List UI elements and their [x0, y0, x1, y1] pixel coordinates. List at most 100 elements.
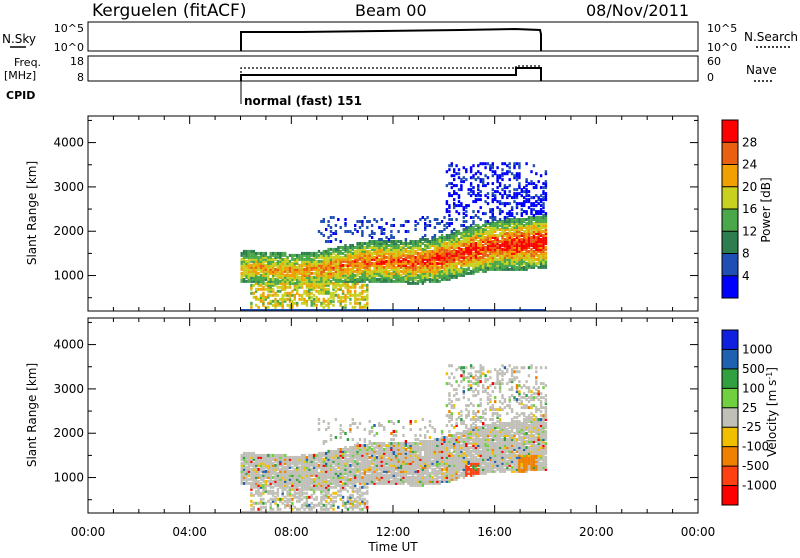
data-cell [400, 270, 402, 273]
data-cell [482, 178, 484, 181]
data-cell [255, 288, 257, 291]
data-cell [443, 216, 445, 219]
data-cell [260, 482, 262, 485]
data-cell [489, 216, 491, 219]
data-cell [521, 218, 523, 221]
data-cell [397, 244, 399, 247]
data-cell [279, 252, 281, 255]
data-cell [359, 276, 361, 279]
data-cell [540, 238, 542, 241]
data-cell [378, 226, 380, 229]
data-cell [521, 232, 523, 235]
data-cell [487, 176, 489, 179]
data-cell [250, 302, 252, 305]
data-cell [313, 272, 315, 275]
data-cell [407, 266, 409, 269]
data-cell [332, 492, 334, 495]
data-cell [429, 224, 431, 227]
data-cell [356, 474, 358, 477]
data-cell [511, 232, 513, 235]
data-cell [400, 442, 402, 445]
data-cell [453, 228, 455, 231]
data-cell [499, 200, 501, 203]
data-cell [347, 454, 349, 457]
nave-trace [241, 66, 541, 81]
data-cell [301, 504, 303, 507]
data-cell [530, 196, 532, 199]
data-cell [480, 194, 482, 197]
data-cell [359, 494, 361, 497]
data-cell [381, 226, 383, 229]
data-cell [335, 500, 337, 503]
data-cell [463, 224, 465, 227]
data-cell [325, 452, 327, 455]
data-cell [460, 184, 462, 187]
data-cell [516, 192, 518, 195]
data-cell [410, 420, 412, 423]
data-cell [540, 198, 542, 201]
data-cell [250, 508, 252, 511]
data-cell [376, 278, 378, 281]
data-cell [455, 230, 457, 233]
data-cell [446, 184, 448, 187]
data-cell [501, 210, 503, 213]
data-cell [470, 182, 472, 185]
data-cell [344, 476, 346, 479]
data-cell [528, 182, 530, 185]
data-cell [487, 202, 489, 205]
data-cell [538, 216, 540, 219]
data-cell [303, 454, 305, 457]
data-cell [429, 240, 431, 243]
data-cell [443, 228, 445, 231]
data-cell [446, 200, 448, 203]
data-cell [439, 222, 441, 225]
data-cell [468, 188, 470, 191]
data-cell [342, 296, 344, 299]
data-cell [535, 204, 537, 207]
data-cell [352, 438, 354, 441]
data-cell [267, 256, 269, 259]
nsky-tick-right-bottom: 10^0 [707, 41, 737, 54]
data-cell [458, 212, 460, 215]
data-cell [513, 188, 515, 191]
data-cell [364, 296, 366, 299]
data-cell [468, 272, 470, 275]
data-cell [313, 498, 315, 501]
data-cell [496, 166, 498, 169]
data-cell [385, 458, 387, 461]
data-cell [267, 302, 269, 305]
data-cell [509, 166, 511, 169]
data-cell [265, 282, 267, 285]
data-cell [282, 454, 284, 457]
data-cell [270, 490, 272, 493]
data-cell [330, 438, 332, 441]
data-cell [253, 296, 255, 299]
data-cell [265, 454, 267, 457]
data-cell [323, 508, 325, 511]
data-cell [277, 252, 279, 255]
data-cell [340, 428, 342, 431]
data-cell [332, 500, 334, 503]
data-cell [400, 246, 402, 249]
data-cell [320, 220, 322, 223]
data-cell [460, 224, 462, 227]
data-cell [347, 448, 349, 451]
data-cell [332, 248, 334, 251]
data-cell [352, 260, 354, 263]
data-cell [349, 244, 351, 247]
data-cell [424, 262, 426, 265]
data-cell [458, 230, 460, 233]
data-cell [419, 252, 421, 255]
data-cell [260, 288, 262, 291]
data-cell [284, 466, 286, 469]
data-cell [405, 254, 407, 257]
data-cell [545, 252, 547, 255]
data-cell [274, 268, 276, 271]
data-cell [496, 220, 498, 223]
data-cell [470, 224, 472, 227]
data-cell [325, 300, 327, 303]
data-cell [414, 256, 416, 259]
data-cell [349, 478, 351, 481]
data-cell [412, 442, 414, 445]
